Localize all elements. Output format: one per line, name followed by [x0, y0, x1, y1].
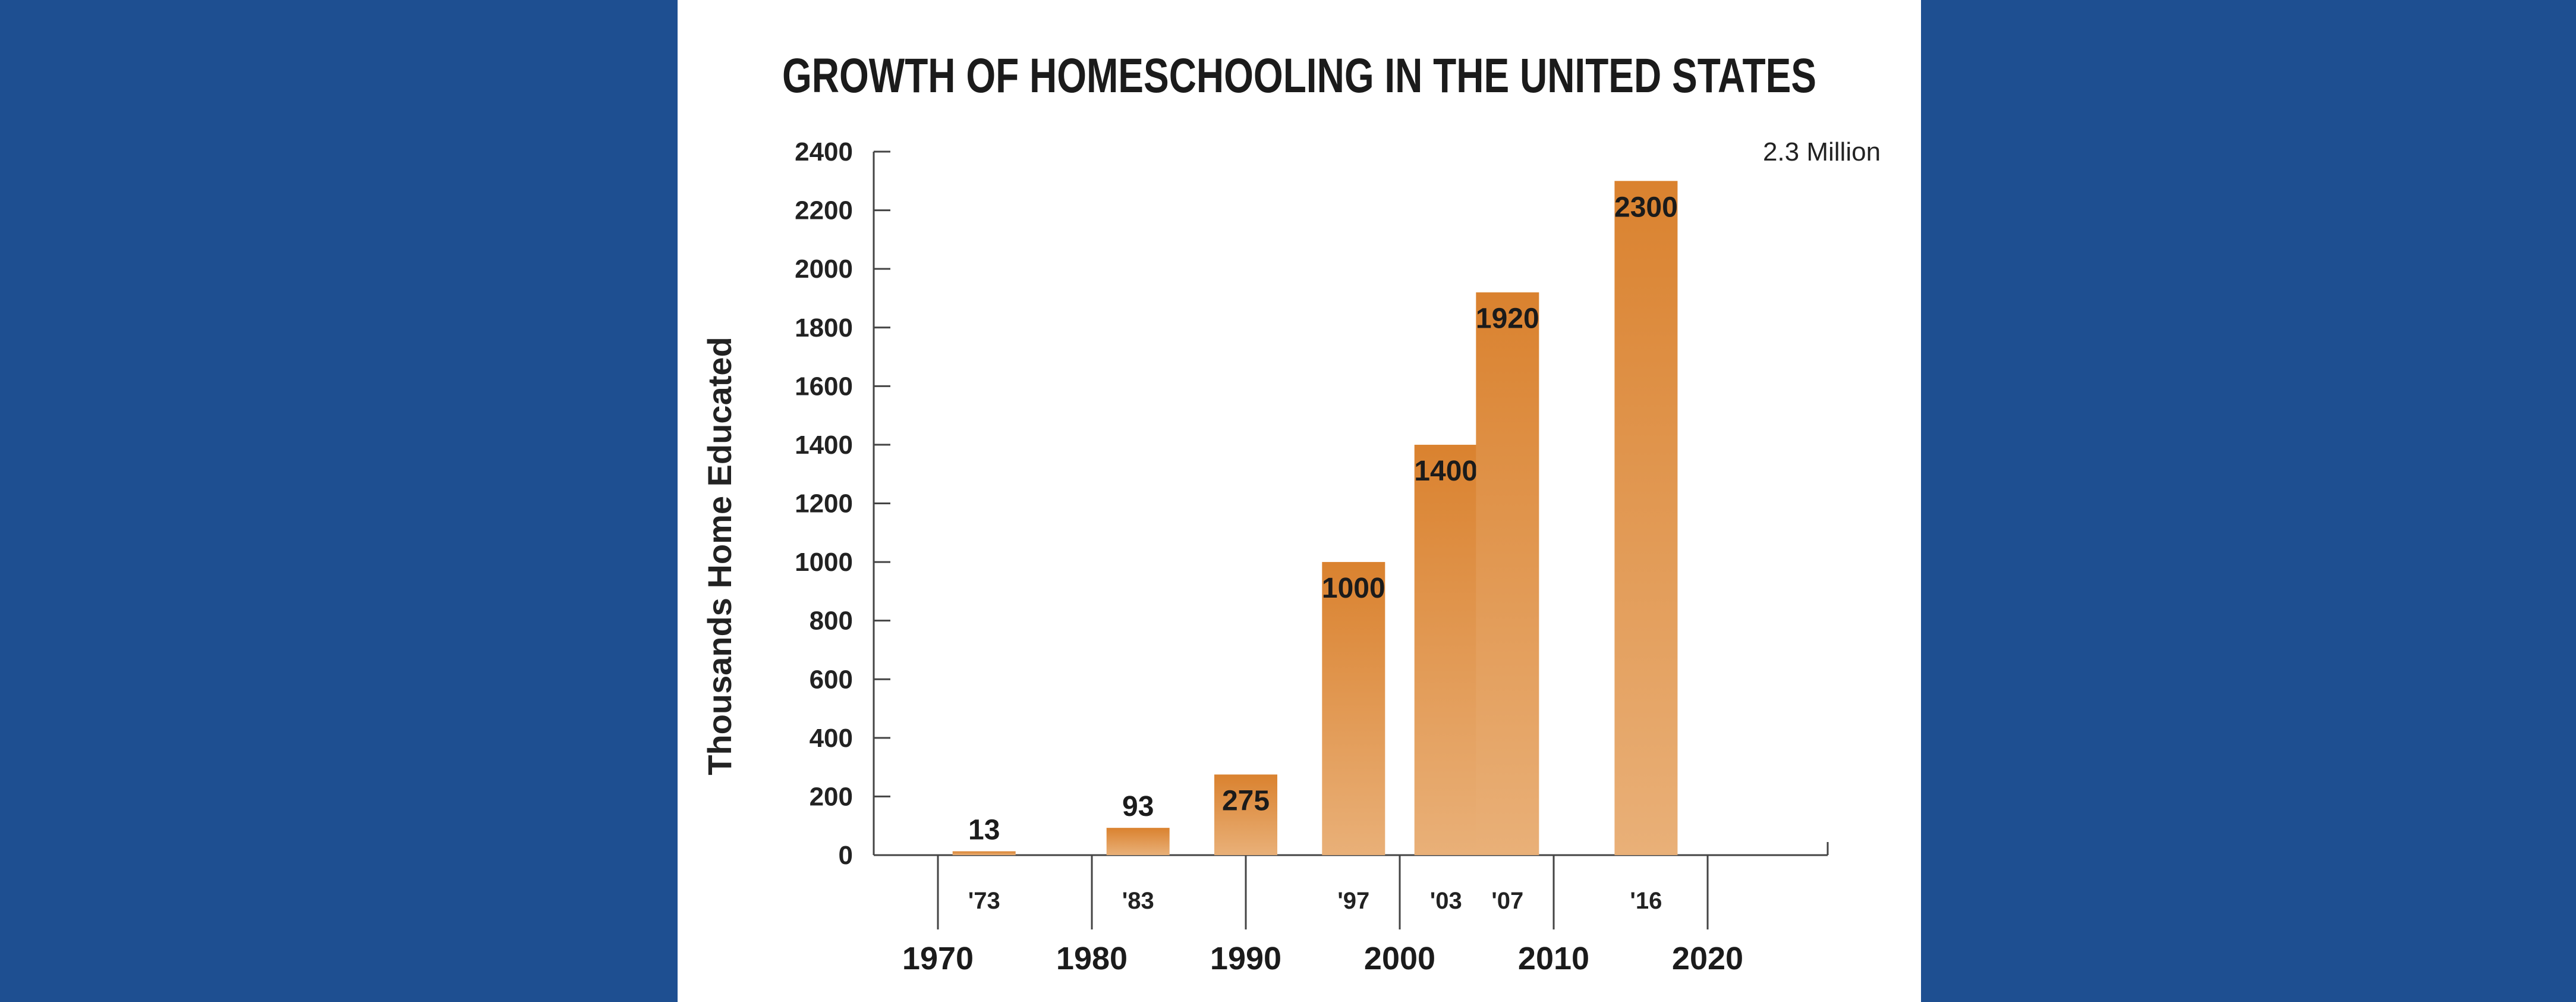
bar-year-label: '03 — [1430, 888, 1462, 914]
chart-title: GROWTH OF HOMESCHOOLING IN THE UNITED ST… — [782, 49, 1816, 103]
y-tick-label: 0 — [839, 841, 853, 870]
bar — [1214, 774, 1277, 855]
decade-label: 2020 — [1672, 941, 1743, 976]
bar-year-label: '97 — [1337, 888, 1369, 914]
bar — [952, 851, 1016, 855]
decade-label: 2000 — [1364, 941, 1435, 976]
y-tick-label: 1600 — [795, 372, 853, 401]
bar-value-label: 93 — [1122, 791, 1154, 822]
decade-label: 1970 — [902, 941, 974, 976]
bars: 13 '73 93 '83 275 1000 '97 1400 '03 1920 '07 2300 '1… — [952, 181, 1678, 914]
bar-value-label: 1000 — [1322, 573, 1385, 604]
bar-year-label: '83 — [1122, 888, 1154, 914]
y-tick-label: 2400 — [795, 137, 853, 167]
bar-year-label: '73 — [968, 888, 1000, 914]
y-tick-label: 1800 — [795, 313, 853, 343]
bar — [1414, 444, 1478, 855]
y-tick-label: 1000 — [795, 548, 853, 577]
bar-year-label: '07 — [1491, 888, 1523, 914]
axes: 0 200 400 600 800 1000 1200 1400 1600 1800 2000 220… — [795, 137, 1829, 976]
bar-value-label: 13 — [968, 815, 1000, 846]
chart-panel: GROWTH OF HOMESCHOOLING IN THE UNITED ST… — [678, 0, 1921, 1002]
bar-year-label: '16 — [1630, 888, 1662, 914]
y-tick-label: 800 — [810, 607, 853, 636]
decade-label: 1990 — [1210, 941, 1281, 976]
bar-value-label: 1400 — [1414, 456, 1478, 487]
y-tick-label: 400 — [810, 724, 853, 753]
bar-value-label: 275 — [1222, 785, 1270, 816]
y-tick-label: 2200 — [795, 196, 853, 225]
bar-value-label: 2300 — [1614, 191, 1678, 223]
decade-label: 1980 — [1056, 941, 1128, 976]
decade-label: 2010 — [1518, 941, 1589, 976]
annotation-label: 2.3 Million — [1763, 137, 1881, 167]
bar — [1476, 292, 1539, 856]
bar — [1106, 828, 1170, 855]
bar — [1322, 562, 1385, 855]
y-axis-label: Thousands Home Educated — [701, 337, 738, 775]
bar-value-label: 1920 — [1476, 303, 1539, 335]
bar — [1614, 181, 1678, 856]
y-tick-label: 1400 — [795, 431, 853, 460]
y-tick-label: 1200 — [795, 489, 853, 519]
y-tick-label: 200 — [810, 782, 853, 811]
y-tick-label: 2000 — [795, 255, 853, 284]
y-tick-label: 600 — [810, 665, 853, 694]
bar-chart: GROWTH OF HOMESCHOOLING IN THE UNITED ST… — [701, 49, 1881, 976]
